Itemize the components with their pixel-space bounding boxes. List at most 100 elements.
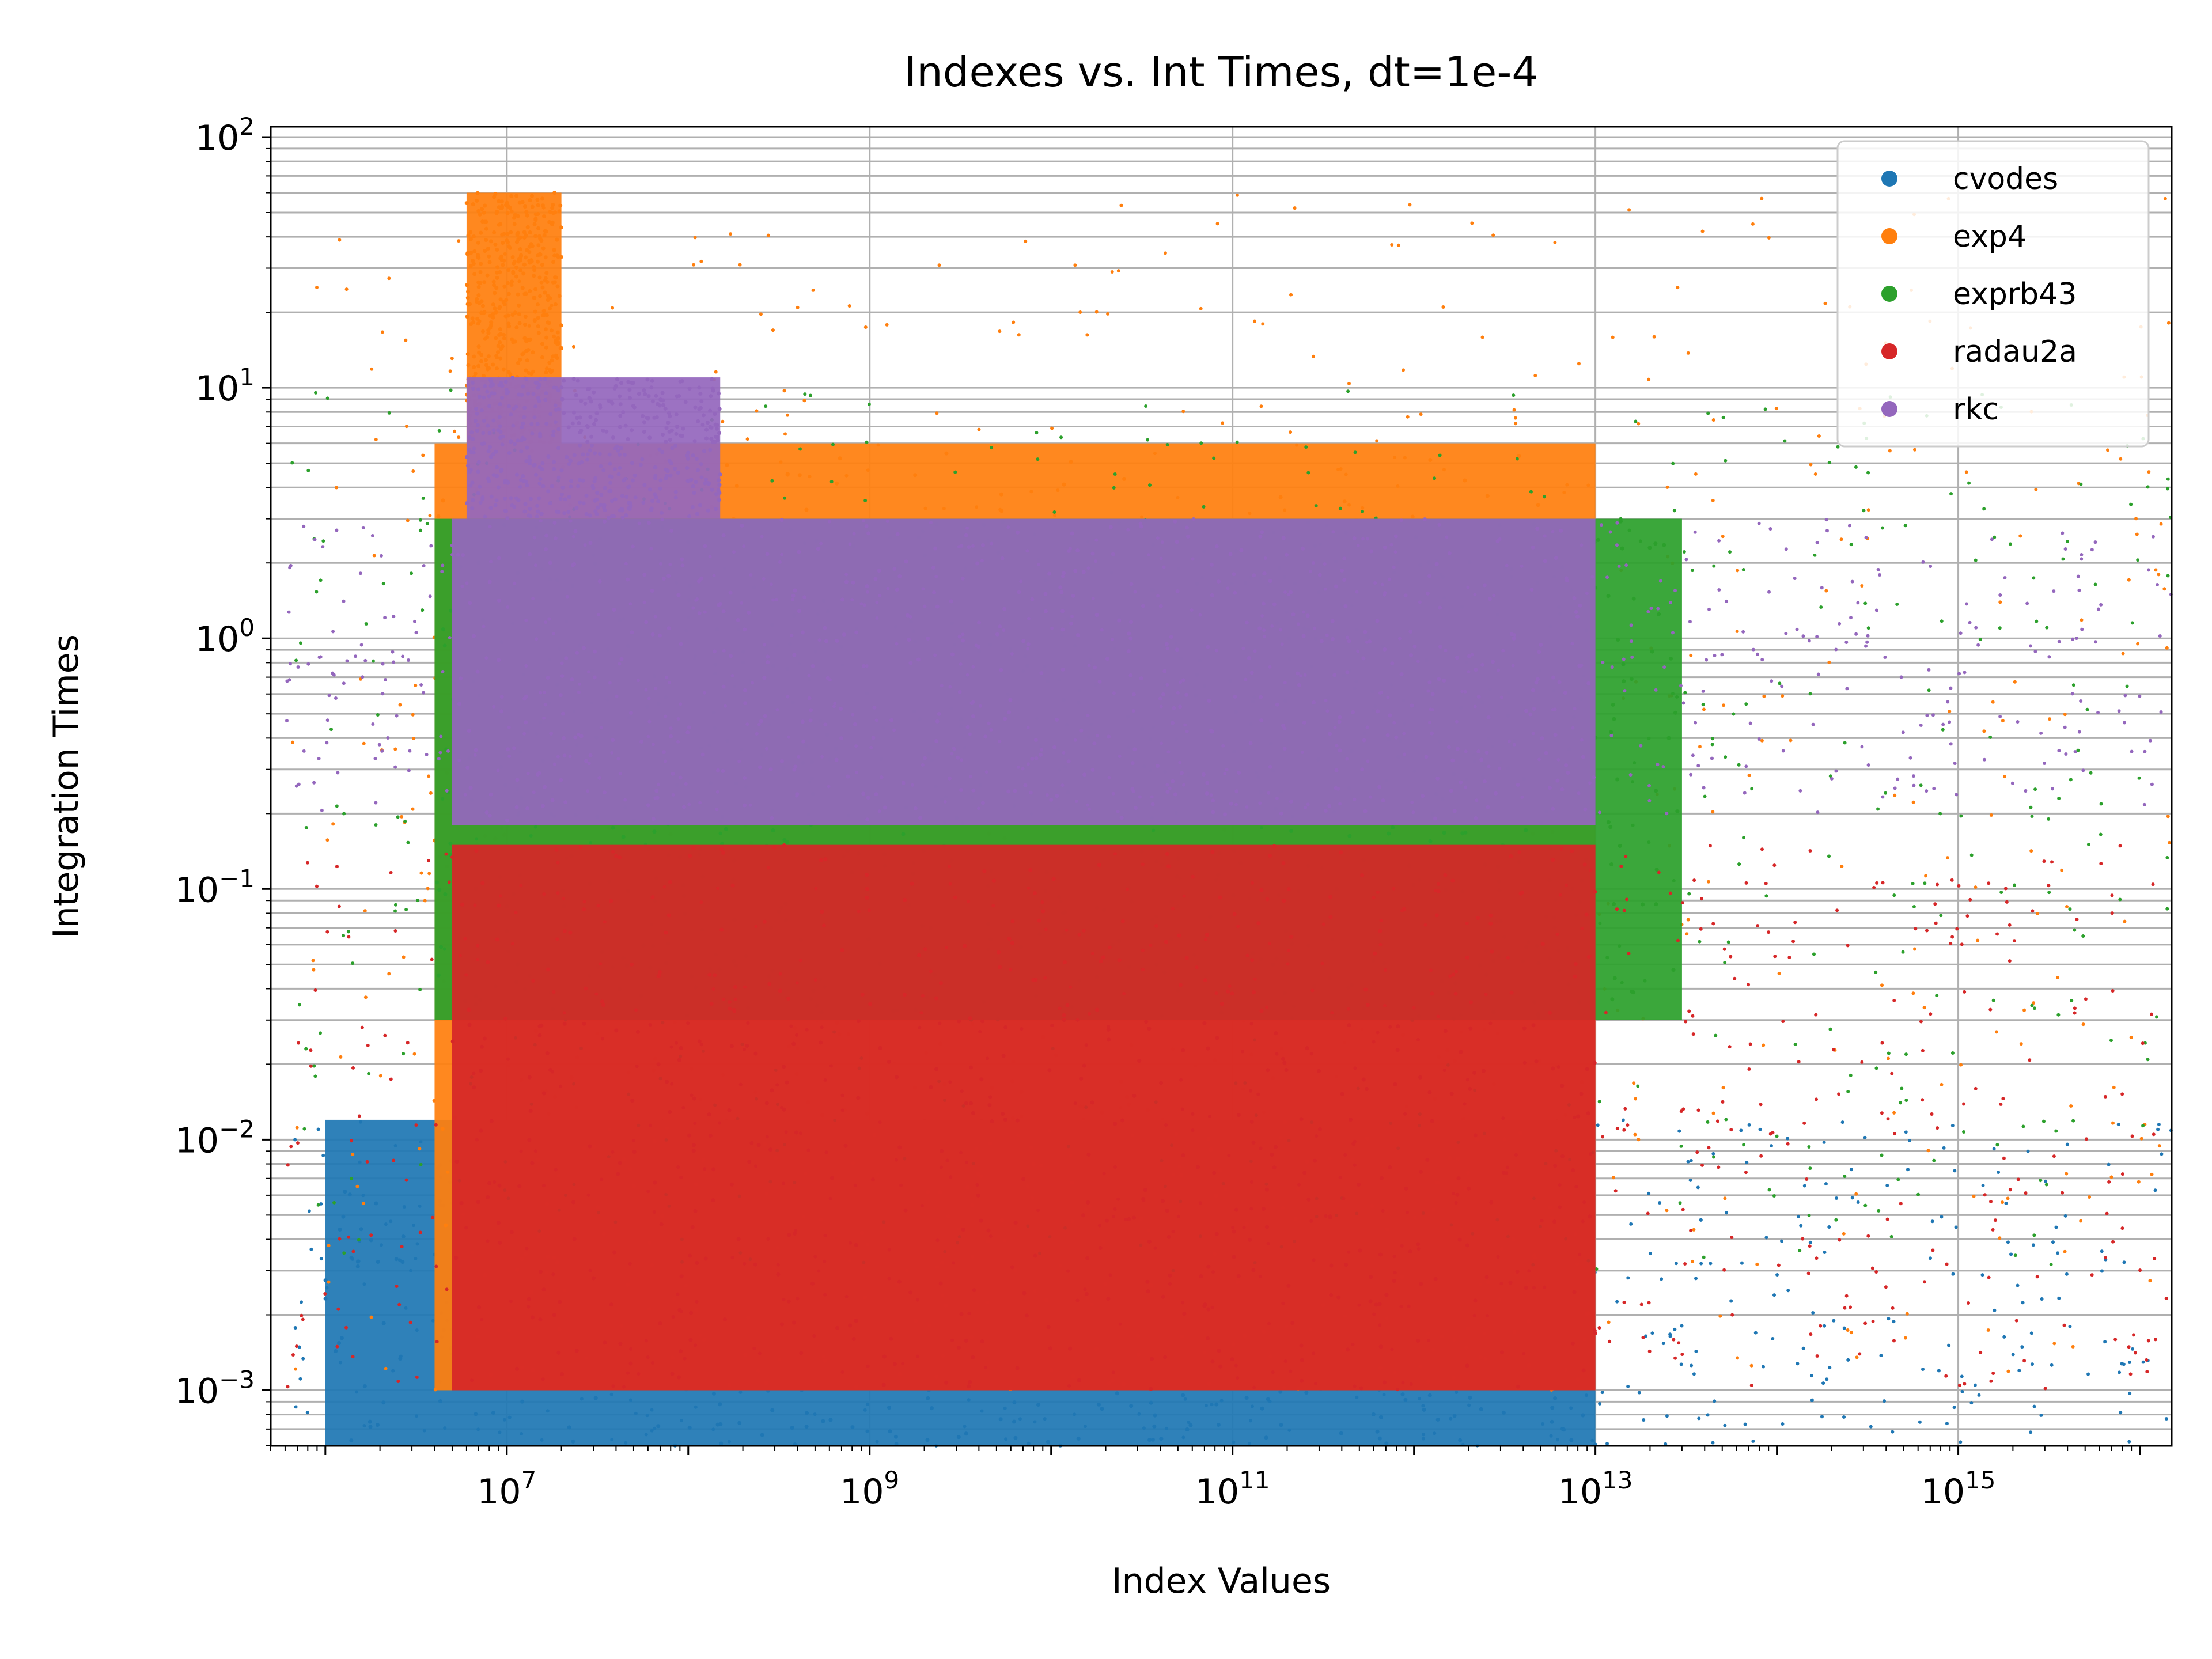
data-point [687,1253,692,1258]
data-point [1747,1123,1751,1127]
data-point [1465,1078,1469,1082]
data-point [514,194,519,198]
data-point [524,339,529,343]
data-point [1707,1146,1711,1150]
data-point [540,285,545,290]
data-point [1007,936,1012,941]
data-point [1279,1423,1283,1427]
data-point [803,392,807,396]
data-point [409,1268,413,1272]
data-point [1368,1299,1373,1304]
data-point [1231,1225,1235,1229]
data-point [1612,976,1617,980]
data-point [1529,490,1533,494]
data-point [443,1426,447,1430]
data-point [1672,879,1676,883]
data-point [339,1055,343,1059]
data-point [2122,1362,2126,1366]
data-point [600,999,604,1004]
data-point [476,944,480,948]
data-point [1357,1183,1361,1187]
data-point [506,1057,510,1061]
data-point [1673,710,1677,715]
data-point [538,294,543,298]
data-point [421,608,425,612]
data-point [1040,900,1044,904]
data-point [555,330,560,335]
data-point [1905,1312,1909,1316]
data-point [2084,1137,2088,1141]
data-point [618,1161,622,1165]
data-point [2100,1269,2104,1273]
data-point [1328,895,1333,899]
data-point [1926,1149,1930,1153]
data-point [551,260,556,264]
data-point [779,1105,783,1109]
data-point [434,880,439,885]
data-point [967,1384,971,1389]
data-point [1560,1154,1565,1158]
data-point [1652,335,1656,339]
data-point [488,313,493,318]
data-point [1553,240,1557,244]
data-point [782,1065,786,1069]
data-point [959,1312,964,1316]
data-point [1919,783,1923,787]
data-point [1702,707,1706,711]
data-point [901,1362,905,1366]
data-point [1552,1219,1556,1224]
data-point [442,643,447,648]
data-point [1396,1388,1400,1392]
data-point [464,973,468,977]
data-point [2150,1172,2154,1176]
data-point [997,950,1001,955]
data-point [1899,1101,1903,1105]
data-point [1737,763,1741,767]
data-point [1463,1102,1467,1106]
data-point [347,1235,351,1239]
data-point [903,897,907,902]
data-point [347,1192,352,1197]
data-point [599,962,603,966]
data-point [2068,1324,2072,1328]
data-point [733,985,738,990]
data-point [1412,1006,1416,1010]
data-point [733,997,737,1001]
data-point [1278,1389,1283,1394]
data-point [1618,944,1622,948]
data-point [1219,1399,1224,1403]
data-point [546,294,550,298]
data-point [810,1281,815,1286]
data-point [1184,956,1189,960]
data-point [404,425,408,429]
data-point [2166,815,2170,819]
data-point [1994,1030,1998,1034]
data-point [969,1101,974,1105]
data-point [1892,1320,1896,1324]
data-point [677,1058,681,1062]
data-point [335,486,339,490]
data-point [546,298,550,302]
data-point [1465,921,1469,925]
data-point [1950,935,1955,939]
data-point [1676,938,1680,942]
data-point [753,1262,757,1267]
data-point [1650,649,1654,654]
data-point [1605,1442,1609,1446]
data-point [1767,236,1771,240]
data-point [487,366,491,370]
data-point [1188,1423,1193,1427]
data-point [923,506,927,510]
data-point [441,627,446,632]
data-point [828,1196,832,1200]
data-point [571,1200,575,1205]
data-point [687,1425,692,1430]
data-point [369,1233,373,1237]
data-point [1596,537,1601,542]
data-point [1924,874,1928,878]
data-point [1227,1153,1231,1157]
data-point [1517,850,1521,854]
data-point [399,1354,403,1358]
data-point [2118,897,2122,902]
data-point [1573,962,1578,967]
